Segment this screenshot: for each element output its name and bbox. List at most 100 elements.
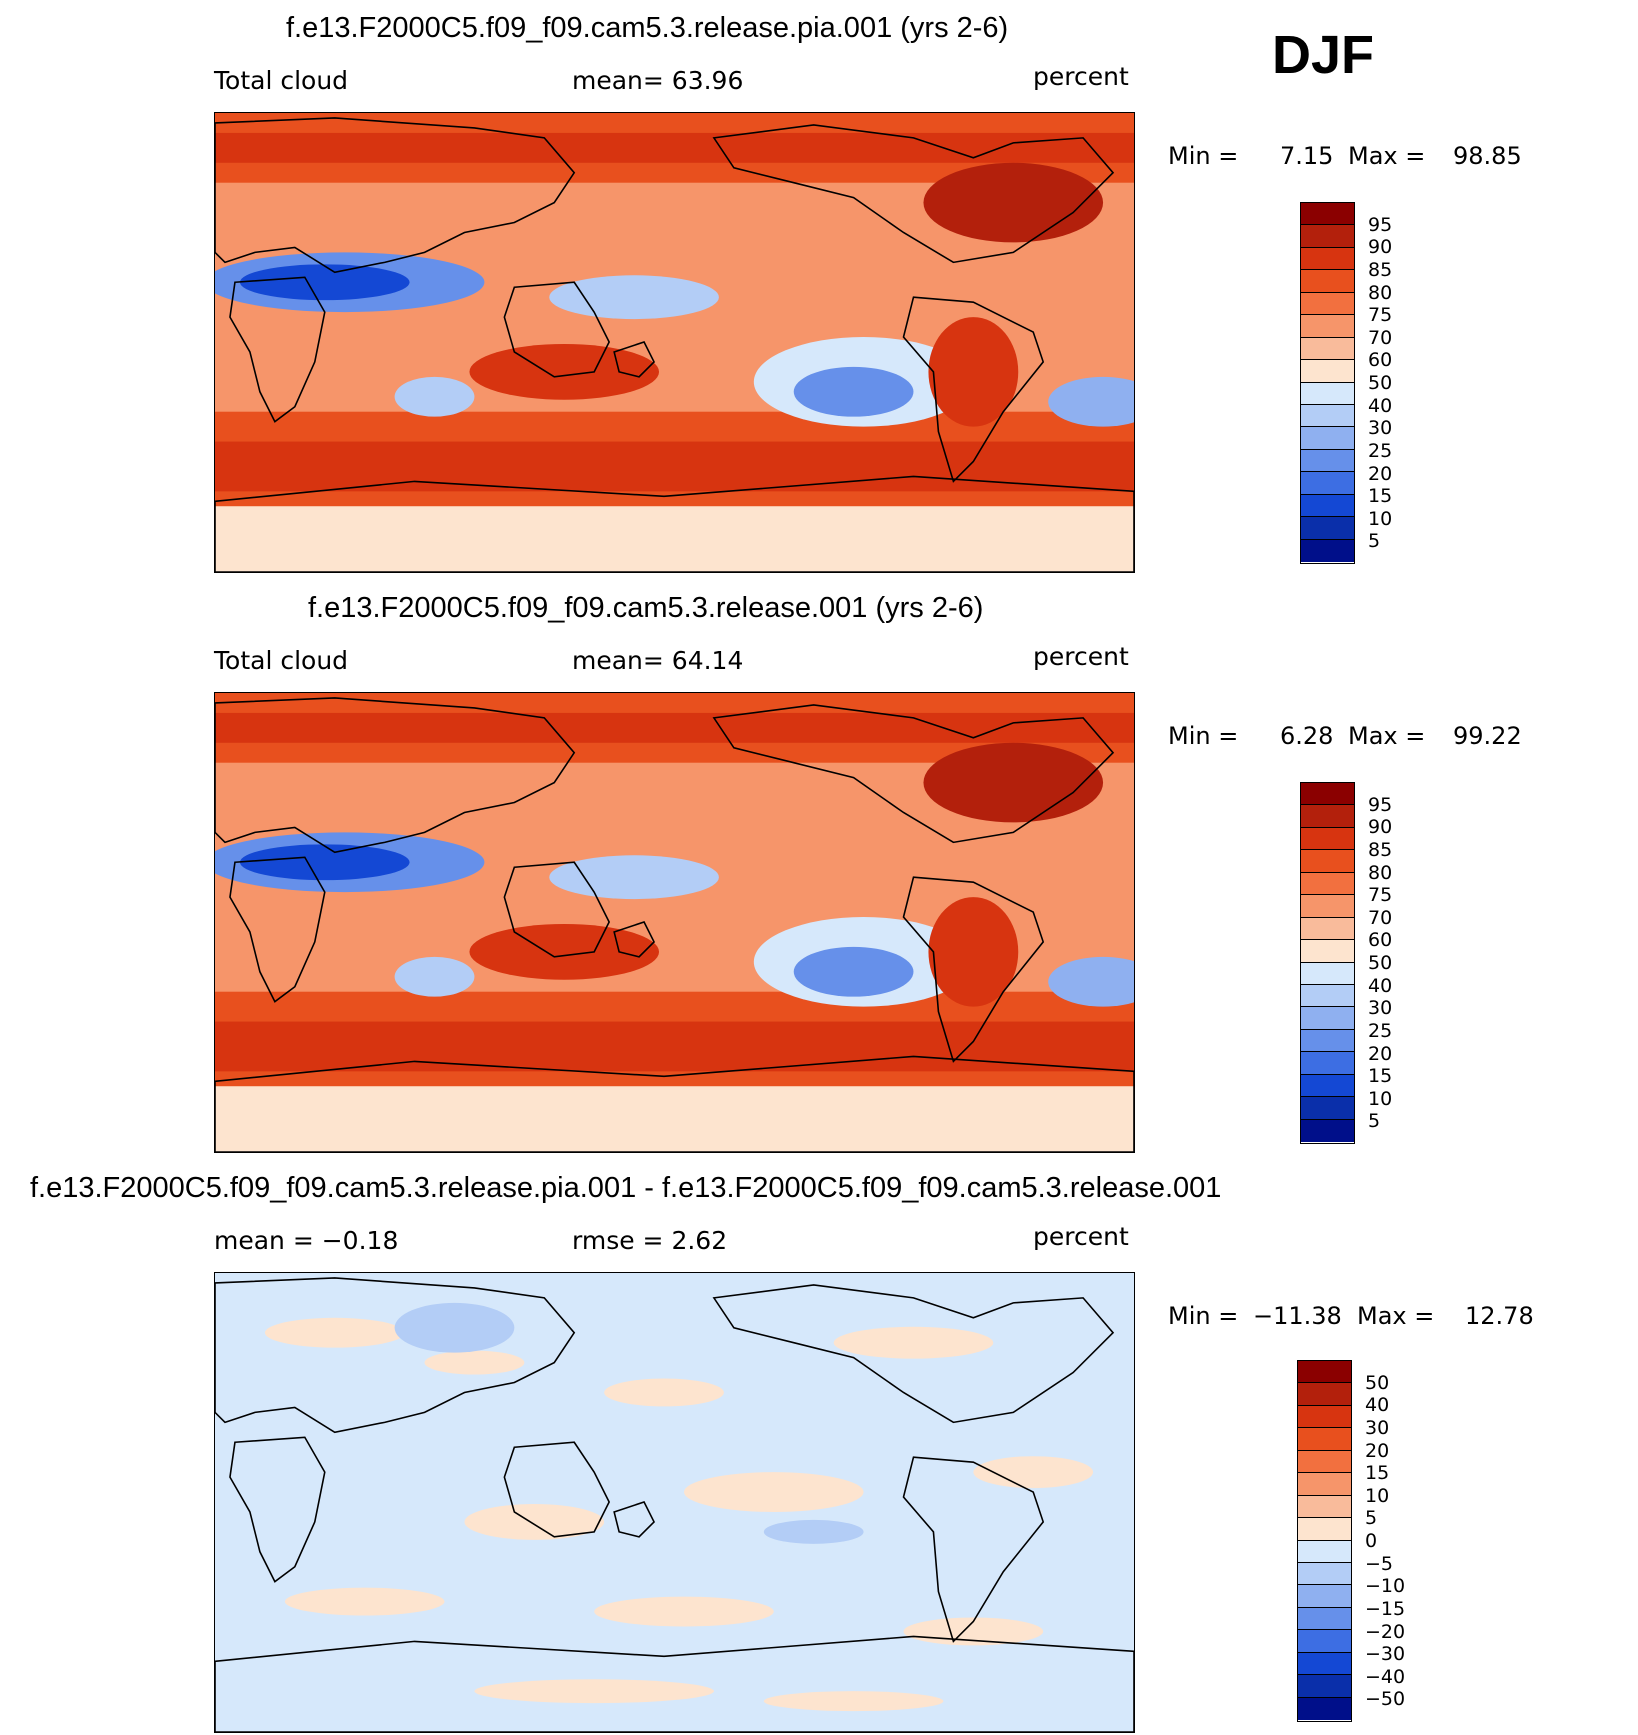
colorbar-tick-label: 15 [1368, 1065, 1393, 1088]
map-field-blob [284, 1587, 445, 1616]
panel-3-min-label: Min = [1168, 1302, 1239, 1330]
panel-1-max-label: Max = [1348, 142, 1426, 170]
continent-outline [503, 861, 611, 958]
map-field-blob [928, 317, 1019, 427]
map-field-blob [474, 1679, 714, 1704]
colorbar-swatch [1301, 517, 1354, 540]
colorbar-swatch [1301, 472, 1354, 495]
colorbar-swatch [1301, 1052, 1354, 1075]
map-field-band [215, 1086, 1134, 1152]
map-field-blob [793, 366, 914, 417]
colorbar-tick-label: 15 [1368, 485, 1393, 508]
map-field-band [215, 441, 1134, 492]
colorbar-tick-label: 25 [1368, 1019, 1393, 1042]
panel-2-max-value: 99.22 [1453, 722, 1522, 750]
colorbar-swatch [1298, 1405, 1351, 1429]
colorbar-tick-label: 50 [1365, 1371, 1390, 1394]
colorbar-swatch [1301, 539, 1354, 562]
panel-2-variable-label: Total cloud [214, 646, 349, 675]
map-field-blob [923, 162, 1104, 243]
colorbar-tick-label: 70 [1368, 326, 1393, 349]
colorbar-tick-label: 20 [1365, 1439, 1390, 1462]
panel-2-map-svg [215, 693, 1134, 1152]
panel-3-units: percent [1033, 1222, 1129, 1251]
colorbar-tick-label: −50 [1365, 1688, 1406, 1711]
colorbar-tick-label: 60 [1368, 349, 1393, 372]
map-field-blob [239, 844, 410, 881]
panel-1-max-value: 98.85 [1453, 142, 1522, 170]
map-field-blob [264, 1317, 405, 1348]
continent-outline [229, 1436, 326, 1583]
continent-outline [613, 341, 656, 378]
colorbar-tick-label: 40 [1368, 394, 1393, 417]
colorbar-swatch [1298, 1540, 1351, 1563]
colorbar-swatch [1301, 427, 1354, 450]
colorbar-swatch [1301, 940, 1354, 963]
panel-1-variable-label: Total cloud [214, 66, 349, 95]
map-field-blob [594, 1596, 774, 1627]
colorbar-swatch [1301, 783, 1354, 806]
colorbar-swatch [1298, 1383, 1351, 1406]
colorbar-swatch [1301, 1029, 1354, 1053]
colorbar-tick-label: −5 [1365, 1552, 1394, 1575]
panel-2-map [214, 692, 1135, 1153]
panel-1-units: percent [1033, 62, 1129, 91]
colorbar-swatch [1301, 225, 1354, 248]
map-field-blob [763, 1519, 864, 1544]
colorbar-swatch [1298, 1428, 1351, 1451]
continent-outline [229, 276, 326, 423]
colorbar-swatch [1298, 1585, 1351, 1608]
colorbar-tick-label: −40 [1365, 1665, 1406, 1688]
colorbar-tick-label: 75 [1368, 304, 1393, 327]
colorbar-swatch [1298, 1473, 1351, 1496]
colorbar-tick-label: 0 [1365, 1530, 1378, 1552]
colorbar-tick-label: 95 [1368, 793, 1393, 816]
continent-outline [215, 1277, 576, 1434]
colorbar-swatch [1301, 449, 1354, 473]
continent-outline [503, 281, 611, 378]
colorbar-tick-label: 70 [1368, 906, 1393, 929]
continent-outline [613, 921, 656, 958]
colorbar-tick-label: 90 [1368, 816, 1393, 839]
colorbar-tick-label: 80 [1368, 281, 1393, 304]
colorbar-swatch [1298, 1607, 1351, 1631]
colorbar-swatch [1301, 1007, 1354, 1030]
colorbar-tick-label: −30 [1365, 1643, 1406, 1666]
colorbar-tick-label: 25 [1368, 439, 1393, 462]
colorbar-swatch [1301, 962, 1354, 985]
colorbar-tick-label: 5 [1365, 1507, 1378, 1530]
panel-3-rmse-label: rmse = 2.62 [572, 1226, 728, 1255]
colorbar-swatch [1301, 494, 1354, 518]
colorbar-swatch [1301, 292, 1354, 316]
colorbar-swatch [1301, 850, 1354, 873]
map-field-blob [464, 1503, 605, 1540]
panel-1-colorbar [1300, 202, 1355, 564]
continent-outline [712, 1284, 1115, 1424]
panel-2-title: f.e13.F2000C5.f09_f09.cam5.3.release.001… [308, 592, 984, 624]
map-field-blob [1048, 376, 1134, 427]
colorbar-swatch [1301, 203, 1354, 226]
colorbar-tick-label: 10 [1368, 1087, 1393, 1110]
colorbar-swatch [1301, 337, 1354, 361]
continent-outline [215, 117, 576, 274]
panel-1-map [214, 112, 1135, 573]
colorbar-tick-label: 40 [1368, 974, 1393, 997]
continent-outline [613, 1501, 656, 1538]
colorbar-tick-label: 10 [1365, 1484, 1390, 1507]
panel-2-mean-label: mean= 64.14 [572, 646, 744, 675]
map-field-band [215, 132, 1134, 163]
map-field-blob [394, 376, 475, 417]
continent-outline [215, 697, 576, 854]
map-field-blob [469, 923, 660, 980]
panel-3-colorbar [1297, 1360, 1352, 1722]
colorbar-swatch [1298, 1562, 1351, 1586]
colorbar-tick-label: 5 [1368, 530, 1381, 553]
panel-1-map-svg [215, 113, 1134, 572]
colorbar-swatch [1298, 1697, 1351, 1720]
season-label: DJF [1272, 25, 1375, 85]
panel-3-map [214, 1272, 1135, 1733]
colorbar-tick-label: 20 [1368, 1042, 1393, 1065]
panel-1-mean-label: mean= 63.96 [572, 66, 744, 95]
continent-outline [215, 1635, 1134, 1732]
colorbar-tick-label: −20 [1365, 1620, 1406, 1643]
